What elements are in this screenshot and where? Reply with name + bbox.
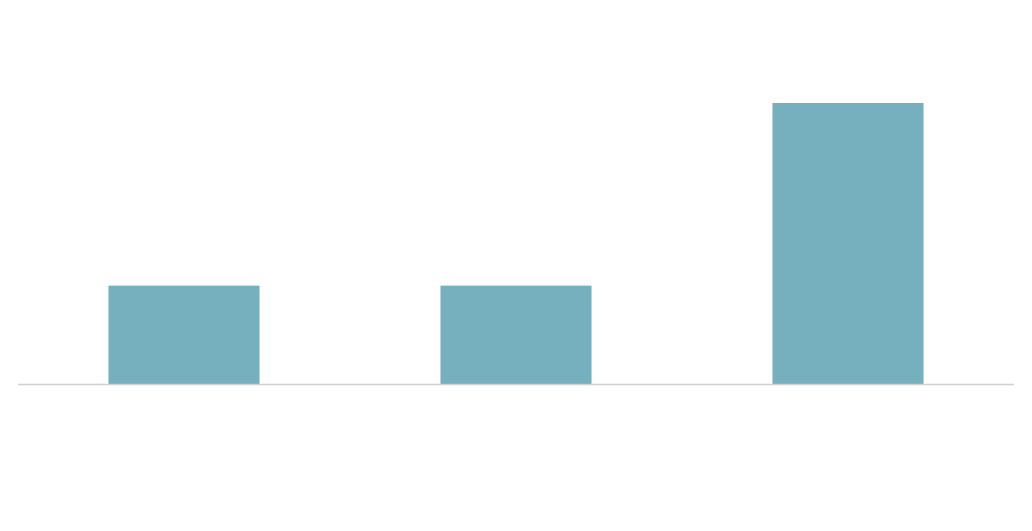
bar bbox=[440, 285, 592, 384]
bar bbox=[108, 285, 260, 384]
bar bbox=[772, 103, 924, 384]
